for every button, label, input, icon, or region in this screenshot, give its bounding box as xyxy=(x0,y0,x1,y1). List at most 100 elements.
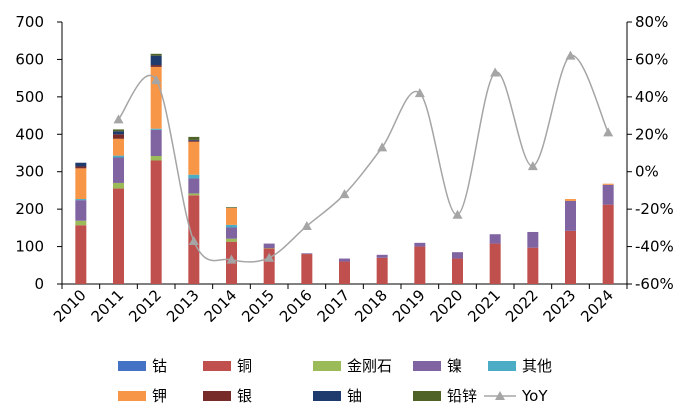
bar-segment xyxy=(75,166,87,169)
yoy-marker xyxy=(151,75,162,85)
bar-segment xyxy=(339,261,350,284)
bar-segment xyxy=(226,227,237,239)
yoy-marker xyxy=(301,220,312,230)
left-tick-label: 200 xyxy=(15,200,44,218)
x-tick-label: 2012 xyxy=(125,286,165,326)
bar-segment xyxy=(188,139,200,141)
bar-segment xyxy=(565,200,576,231)
legend-swatch xyxy=(118,361,146,371)
bar-segment xyxy=(113,155,124,158)
x-tick-label: 2022 xyxy=(502,286,542,326)
bar-segment xyxy=(376,254,388,258)
bar-segment xyxy=(113,157,124,183)
yoy-marker xyxy=(226,254,237,264)
legend-swatch xyxy=(488,361,516,371)
legend-label: 铀 xyxy=(347,387,362,405)
yoy-marker xyxy=(603,127,614,137)
bar-segment xyxy=(113,131,124,135)
x-tick-label: 2023 xyxy=(540,286,580,326)
yoy-marker xyxy=(490,67,501,77)
bar-segment xyxy=(75,199,87,201)
bar-segment xyxy=(150,55,162,66)
bar-segment xyxy=(602,184,614,205)
legend-label: 银 xyxy=(237,387,252,405)
yoy-marker xyxy=(527,161,538,171)
bar-segment xyxy=(527,247,539,284)
bar-segment xyxy=(188,140,200,142)
bar-segment xyxy=(75,220,87,226)
legend-label: 金刚石 xyxy=(347,357,392,375)
bar-segment xyxy=(565,230,576,284)
bar-segment xyxy=(75,168,87,200)
bar-segment xyxy=(301,254,313,284)
bar-segment xyxy=(113,134,124,139)
x-tick-label: 2021 xyxy=(464,286,504,326)
yoy-marker xyxy=(113,114,124,124)
bar-segment xyxy=(565,199,576,201)
yoy-marker xyxy=(188,235,199,245)
bar-segment xyxy=(489,234,501,244)
bar-segment xyxy=(452,258,463,284)
right-tick-label: 40% xyxy=(635,88,668,106)
legend-swatch xyxy=(313,361,341,371)
legend-swatch xyxy=(413,361,441,371)
bar-segment xyxy=(150,129,162,156)
yoy-marker xyxy=(452,209,463,219)
x-tick-label: 2011 xyxy=(88,286,128,326)
yoy-marker xyxy=(377,142,388,152)
bar-segment xyxy=(150,66,162,129)
yoy-marker xyxy=(339,189,350,199)
bar-segment xyxy=(414,242,426,247)
x-tick-label: 2020 xyxy=(427,286,467,326)
yoy-marker xyxy=(414,88,425,98)
bar-segment xyxy=(75,225,87,284)
right-tick-label: 20% xyxy=(635,125,668,143)
legend-swatch xyxy=(118,391,146,401)
bar-segment xyxy=(489,243,501,284)
bar-segment xyxy=(376,257,388,284)
x-tick-label: 2024 xyxy=(577,286,617,326)
bar-segment xyxy=(414,246,426,284)
bar-segment xyxy=(602,204,614,284)
left-tick-label: 600 xyxy=(15,50,44,68)
x-tick-label: 2015 xyxy=(238,286,278,326)
bar-segment xyxy=(226,208,237,225)
bar-segment xyxy=(226,238,237,242)
legend-swatch xyxy=(203,361,231,371)
right-tick-label: 80% xyxy=(635,13,668,31)
legend-label: 铜 xyxy=(237,357,252,375)
bar-segment xyxy=(188,193,200,196)
bar-segment xyxy=(452,252,463,259)
bar-segment xyxy=(263,248,275,284)
left-tick-label: 500 xyxy=(15,88,44,106)
bar-segment xyxy=(226,224,237,228)
bar-segment xyxy=(339,258,350,262)
right-tick-label: 0% xyxy=(635,163,659,181)
bar-segment xyxy=(150,65,162,67)
left-tick-label: 400 xyxy=(15,125,44,143)
x-tick-label: 2016 xyxy=(276,286,316,326)
legend-label: YoY xyxy=(521,387,548,405)
yoy-marker xyxy=(565,50,576,60)
bar-segment xyxy=(263,243,275,249)
bar-segment xyxy=(188,178,200,194)
bar-segment xyxy=(113,188,124,284)
bar-segment xyxy=(188,136,200,140)
bar-segment xyxy=(602,183,614,185)
left-tick-label: 300 xyxy=(15,163,44,181)
legend-label: 钾 xyxy=(152,387,167,405)
legend-swatch xyxy=(413,391,441,401)
bar-segment xyxy=(113,138,124,156)
legend-label: 铅锌 xyxy=(447,387,477,405)
yoy-marker xyxy=(264,252,275,262)
x-tick-label: 2018 xyxy=(351,286,391,326)
legend-label: 其他 xyxy=(522,357,552,375)
x-tick-label: 2013 xyxy=(163,286,203,326)
bar-segment xyxy=(75,162,87,167)
legend-label: 镍 xyxy=(447,357,462,375)
right-tick-label: -60% xyxy=(635,275,674,293)
x-tick-label: 2017 xyxy=(314,286,354,326)
bar-segment xyxy=(75,200,87,221)
x-tick-label: 2014 xyxy=(201,286,241,326)
